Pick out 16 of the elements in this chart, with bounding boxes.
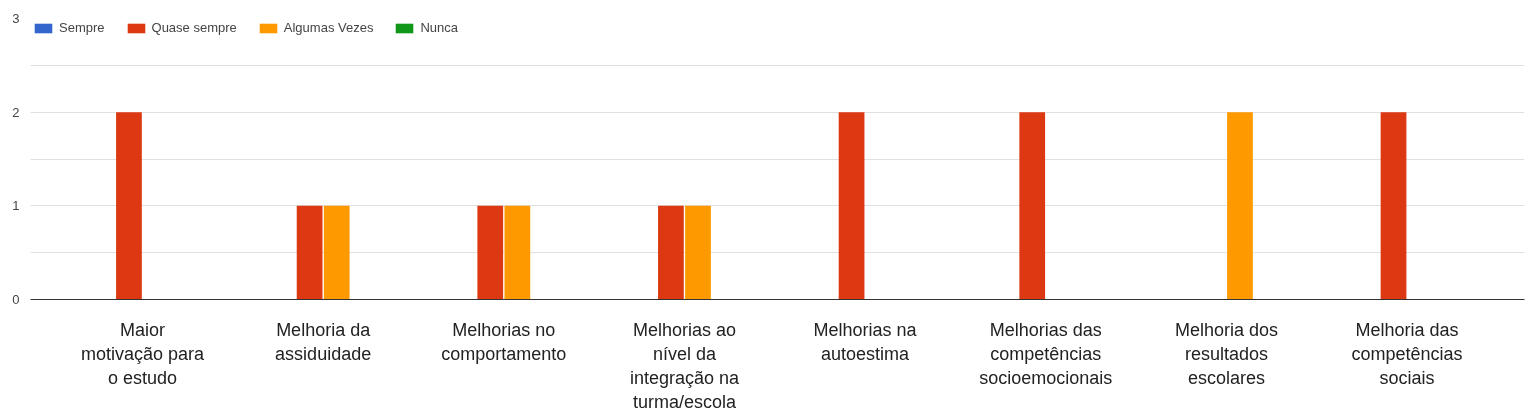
legend-label: Algumas Vezes bbox=[283, 20, 374, 35]
legend-label: Sempre bbox=[59, 20, 105, 35]
y-tick-label: 2 bbox=[12, 104, 20, 120]
x-tick-label: Melhoria das competências sociais bbox=[1351, 319, 1463, 388]
x-tick-label: Melhorias no comportamento bbox=[441, 319, 567, 364]
x-tick-label: Melhoria dos resultados escolares bbox=[1174, 319, 1278, 388]
x-tick-label: Melhorias na autoestima bbox=[813, 319, 918, 364]
y-tick-label: 3 bbox=[12, 11, 20, 26]
x-tick-label: Maior motivação para o estudo bbox=[80, 319, 206, 388]
y-tick-label: 1 bbox=[12, 198, 20, 214]
legend-label: Quase sempre bbox=[151, 20, 237, 35]
x-tick-label: Melhorias das competências socioemocionais bbox=[979, 319, 1113, 388]
x-tick-label: Melhoria da assiduidade bbox=[275, 319, 372, 364]
y-tick-label: 0 bbox=[12, 292, 20, 307]
legend-label: Nunca bbox=[420, 20, 458, 35]
x-tick-label: Melhorias ao nível da integração na turma/escola bbox=[629, 319, 740, 412]
